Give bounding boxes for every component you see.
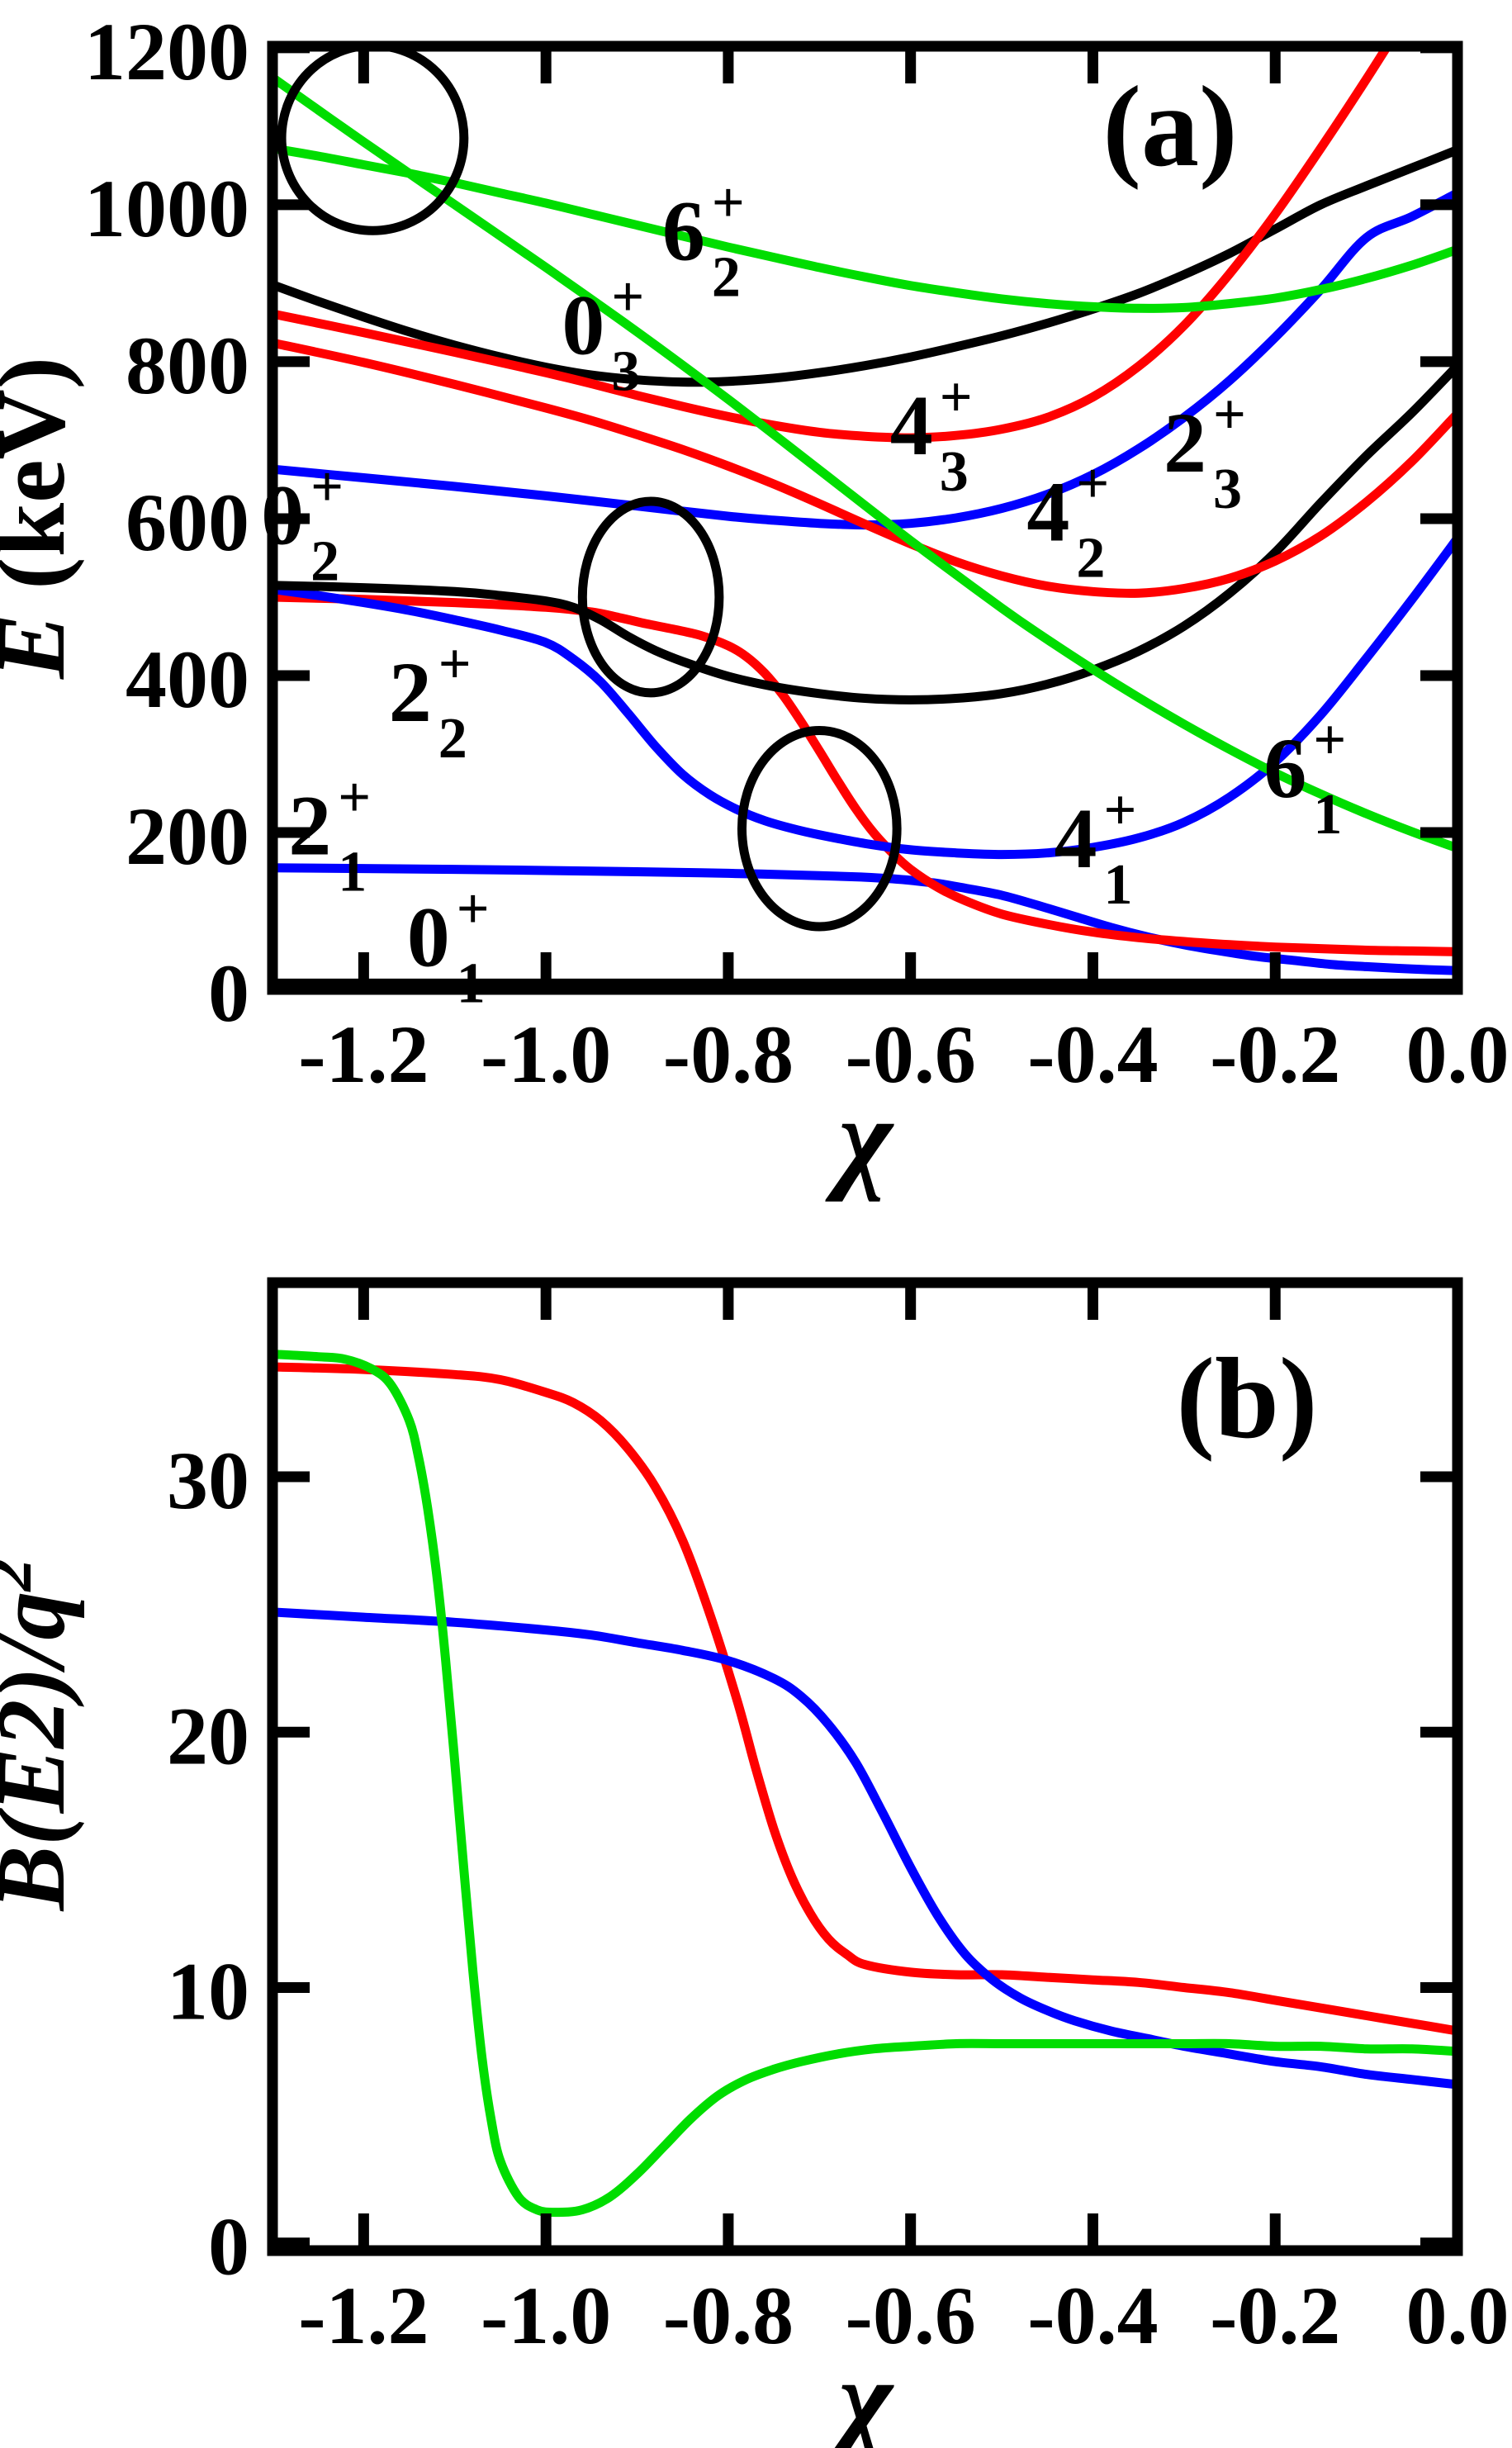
- state-label-base: 6: [1263, 721, 1306, 816]
- state-label-4-1: 4 +1: [1055, 779, 1137, 917]
- x-tick-label: -0.2: [1210, 1008, 1340, 1100]
- panel-a-frame: [267, 40, 1463, 995]
- x-tick-label: -0.6: [846, 1008, 976, 1100]
- panel-a-y-axis-title: E (keV): [0, 357, 85, 680]
- state-label-base: 2: [1164, 396, 1206, 491]
- x-tick-label: -1.0: [481, 2270, 611, 2361]
- state-label-base: 2: [389, 645, 432, 740]
- y-tick-label: 800: [126, 320, 249, 411]
- panel-a-ticks: [277, 42, 1463, 995]
- state-label-4-3: 4 +3: [890, 366, 973, 504]
- y-tick-label: 600: [126, 477, 249, 568]
- state-label-superscript: +: [1076, 453, 1109, 516]
- state-label-superscript: +: [338, 766, 371, 830]
- panel-b-plot: -1.2 -1.0 -0.8 -0.6 -0.4 -0.2 0.0 0 10 20 30: [167, 1277, 1510, 2361]
- state-label-subscript: 2: [712, 245, 741, 309]
- x-tick-label: -0.4: [1027, 1008, 1158, 1100]
- curve-level-4-1: [273, 592, 1457, 956]
- y-tick-label: 200: [126, 790, 249, 882]
- crossing-circle-3: [737, 725, 902, 932]
- x-tick-label: -0.2: [1210, 2270, 1340, 2361]
- state-label-subscript: 3: [940, 440, 969, 504]
- state-label-0-3: 0 +3: [562, 265, 644, 403]
- state-label-subscript: 1: [1313, 783, 1342, 847]
- panel-b-y-axis-title: B(E2)/q2: [0, 1558, 85, 1913]
- y-tick-label: 20: [167, 1690, 249, 1781]
- y-tick-label: 1000: [84, 163, 249, 254]
- x-tick-label: -1.2: [298, 1008, 429, 1100]
- state-label-2-3: 2 +3: [1164, 383, 1246, 521]
- state-label-subscript: 2: [438, 707, 467, 771]
- state-label-base: 6: [662, 183, 705, 278]
- panel-b-series: [273, 1350, 1457, 2218]
- curve-be2-green: [273, 1350, 1457, 2218]
- y-tick-label: 400: [126, 633, 249, 725]
- state-label-superscript: +: [1213, 383, 1246, 447]
- x-tick-label: -1.0: [481, 1008, 611, 1100]
- state-label-superscript: +: [611, 265, 644, 329]
- state-label-base: 2: [288, 779, 331, 874]
- curve-level-6-2: [273, 144, 1457, 313]
- panel-a-plot: -1.2 -1.0 -0.8 -0.6 -0.4 -0.2 0.00200400600800…: [84, 6, 1510, 1100]
- x-tick-label: -0.4: [1027, 2270, 1158, 2361]
- state-label-base: 4: [1055, 791, 1097, 886]
- panel-a-series: [273, 46, 1457, 988]
- state-label-base: 4: [1026, 465, 1069, 560]
- x-tick-label: -1.2: [298, 2270, 429, 2361]
- state-label-base: 0: [407, 890, 450, 984]
- x-tick-label: 0.0: [1406, 1008, 1510, 1100]
- state-label-2-1: 2 +1: [288, 766, 371, 904]
- panel-b-frame: [267, 1277, 1463, 2256]
- panel-a: -1.2 -1.0 -0.8 -0.6 -0.4 -0.2 0.00200400600800…: [0, 6, 1510, 1203]
- x-tick-label: -0.8: [663, 2270, 794, 2361]
- state-label-superscript: +: [1104, 779, 1137, 842]
- state-label-0-2: 0 +2: [261, 455, 344, 593]
- state-label-superscript: +: [438, 633, 472, 696]
- state-label-superscript: +: [712, 171, 745, 235]
- x-tick-label: 0.0: [1406, 2270, 1510, 2361]
- curve-level-0-2: [273, 361, 1457, 705]
- state-label-2-2: 2 +2: [389, 633, 472, 771]
- panel-b-x-axis-title: χ: [824, 2336, 894, 2448]
- state-label-6-1: 6 +1: [1263, 709, 1346, 847]
- curve-level-2-2: [273, 534, 1457, 860]
- panel-b-label: (b): [1176, 1335, 1317, 1463]
- curve-level-6-1: [273, 73, 1457, 853]
- panel-a-label: (a): [1102, 63, 1237, 191]
- state-label-subscript: 1: [1104, 853, 1133, 917]
- y-tick-label: 30: [167, 1435, 249, 1526]
- state-label-superscript: +: [457, 877, 490, 941]
- state-label-subscript: 1: [457, 951, 486, 1015]
- crossing-circle-2: [577, 496, 724, 698]
- y-tick-label: 1200: [84, 6, 249, 97]
- state-label-4-2: 4 +2: [1026, 453, 1109, 591]
- state-label-base: 0: [562, 278, 604, 372]
- state-label-subscript: 2: [310, 529, 339, 593]
- x-tick-label: -0.8: [663, 1008, 794, 1100]
- curve-be2-blue: [273, 1607, 1457, 2090]
- state-label-subscript: 3: [1213, 458, 1242, 521]
- state-label-subscript: 3: [611, 339, 640, 403]
- state-label-subscript: 2: [1076, 527, 1105, 591]
- state-label-subscript: 1: [338, 841, 367, 904]
- x-tick-label: -0.6: [846, 2270, 976, 2361]
- state-label-base: 4: [890, 378, 933, 473]
- state-label-superscript: +: [1313, 709, 1346, 772]
- y-tick-label: 0: [208, 947, 249, 1039]
- state-label-superscript: +: [940, 366, 973, 429]
- curve-level-2-1: [273, 863, 1457, 975]
- panel-b-ticks: [277, 1288, 1463, 2249]
- state-label-0-1: 0 +1: [407, 877, 490, 1015]
- curve-be2-red: [273, 1362, 1457, 2036]
- state-label-6-2: 6 +2: [662, 171, 745, 309]
- y-tick-label: 0: [208, 2201, 249, 2293]
- state-label-base: 0: [261, 467, 304, 562]
- curve-level-2-3: [273, 188, 1457, 530]
- curve-level-4-3: [273, 46, 1393, 443]
- y-tick-label: 10: [167, 1945, 249, 2037]
- state-label-superscript: +: [310, 455, 344, 519]
